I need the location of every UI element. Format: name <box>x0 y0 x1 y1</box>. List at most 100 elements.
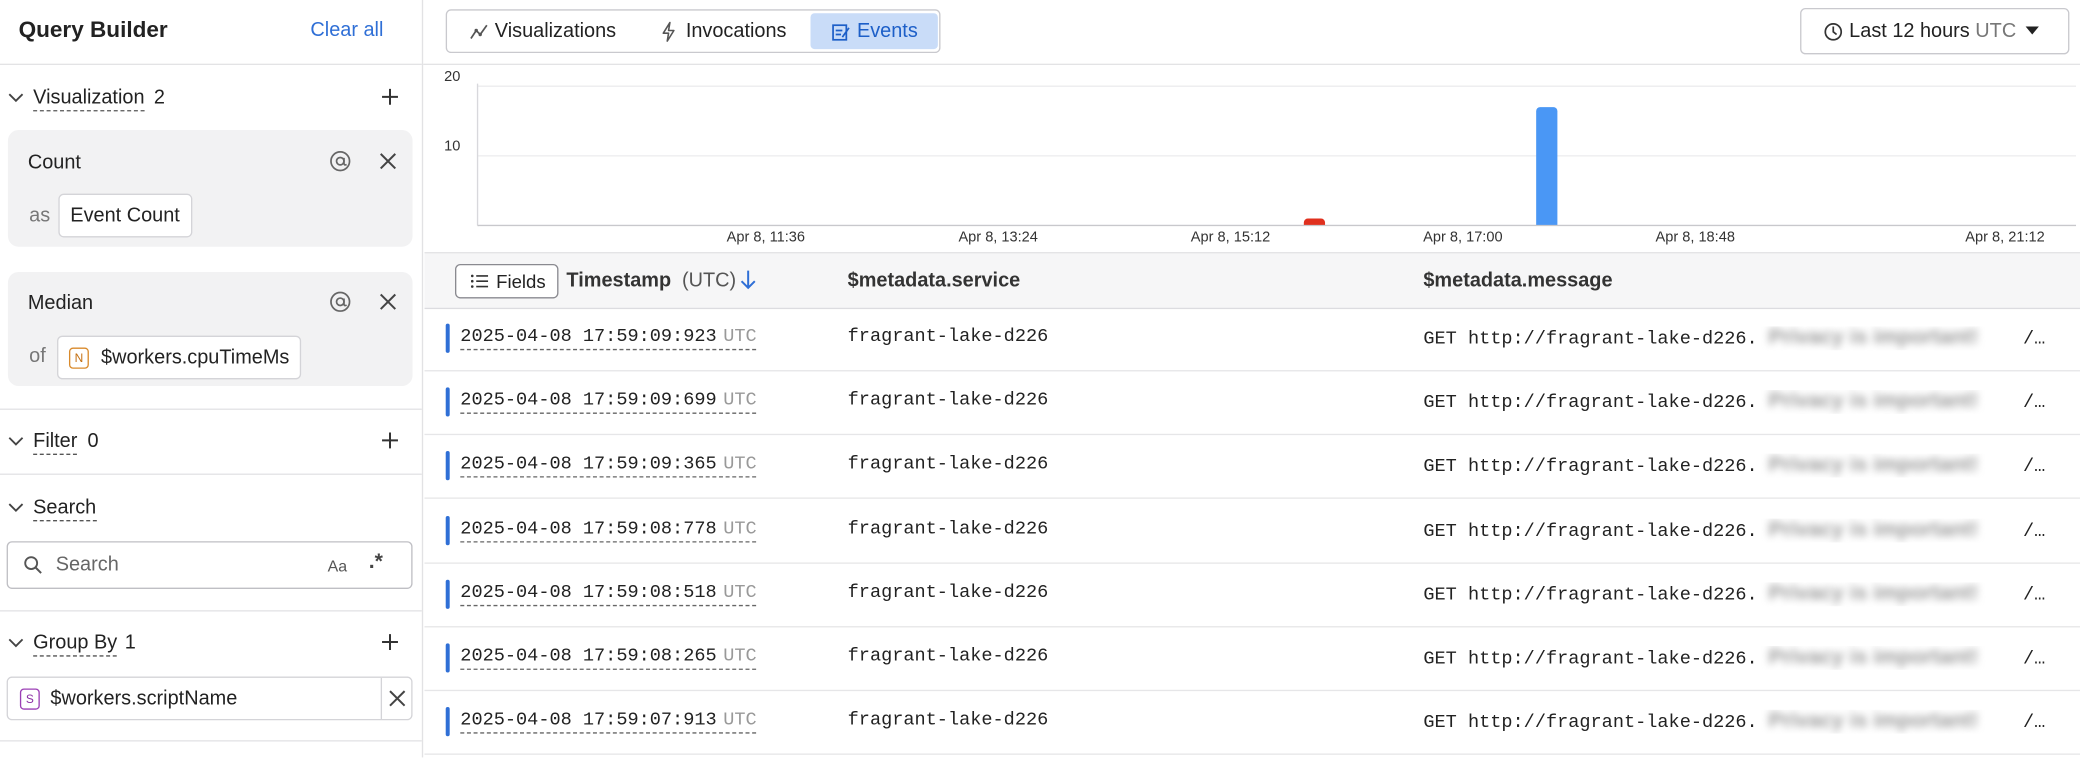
tab-label: Events <box>856 19 918 43</box>
timezone: UTC <box>1975 19 2017 43</box>
function: Count <box>27 151 81 174</box>
label: Fields <box>496 270 546 292</box>
message-suffix: /… <box>2023 520 2046 543</box>
type-badge: S <box>19 688 40 710</box>
message-text: GET http://fragrant-lake-d226. <box>1423 456 1758 479</box>
redacted: Privacy is important! <box>1768 582 1979 605</box>
x-tick-label: Apr 8, 13:24 <box>958 229 1037 245</box>
message-suffix: /… <box>2023 456 2046 479</box>
chevron[interactable] <box>8 434 24 450</box>
table-row[interactable]: 2025-04-08 17:59:07:913 UTC fragrant-lake-… <box>424 690 2080 756</box>
label: Timestamp <box>566 269 672 292</box>
divider <box>0 408 422 410</box>
remove-button[interactable] <box>379 293 397 310</box>
joiner: of <box>29 344 46 368</box>
time: 2025-04-08 17:59:09:699 <box>460 390 717 412</box>
section-label: Search <box>33 496 97 522</box>
clear-all[interactable]: Clear all <box>310 18 384 42</box>
service: fragrant-lake-d226 <box>847 390 1049 412</box>
service: fragrant-lake-d226 <box>847 454 1049 476</box>
chevron[interactable] <box>8 90 24 106</box>
message: GET http://fragrant-lake-d226. Privacy is… <box>1423 646 2046 670</box>
column-header[interactable]: Timestamp (UTC) <box>566 269 736 293</box>
table-row[interactable]: 2025-04-08 17:59:09:923 UTC fragrant-lake-… <box>424 306 2080 372</box>
service: fragrant-lake-d226 <box>847 326 1049 348</box>
table-row[interactable]: 2025-04-08 17:59:09:699 UTC fragrant-lake-… <box>424 370 2080 436</box>
add-button[interactable] <box>381 88 400 107</box>
message-suffix: /… <box>2023 392 2046 415</box>
time-range-picker[interactable]: Last 12 hours UTC <box>1800 7 2070 55</box>
timestamp: 2025-04-08 17:59:08:518 UTC <box>460 582 757 606</box>
timestamp: 2025-04-08 17:59:08:265 UTC <box>460 646 757 670</box>
tab[interactable]: Events <box>810 13 938 50</box>
level-indicator <box>445 387 450 417</box>
message: GET http://fragrant-lake-d226. Privacy is… <box>1423 390 2046 414</box>
section-label: Filter <box>33 429 77 455</box>
x-tick-label: Apr 8, 15:12 <box>1191 229 1270 245</box>
level-indicator <box>445 707 450 737</box>
level-indicator <box>445 643 450 673</box>
table-row[interactable]: 2025-04-08 17:59:08:518 UTC fragrant-lake-… <box>424 562 2080 628</box>
x-axis-cover <box>478 225 2078 231</box>
time: 2025-04-08 17:59:08:778 <box>460 518 717 540</box>
x-tick-label: Apr 8, 11:36 <box>727 229 805 245</box>
chevron[interactable] <box>8 500 24 516</box>
table-row[interactable]: 2025-04-08 17:59:08:778 UTC fragrant-lake-… <box>424 498 2080 564</box>
separator <box>380 677 383 719</box>
section-label: Group By <box>33 631 118 657</box>
add-button[interactable] <box>381 633 400 652</box>
field-input[interactable]: N $workers.cpuTimeMs <box>57 335 302 380</box>
tab[interactable]: Visualizations <box>450 13 633 49</box>
timestamp: 2025-04-08 17:59:09:699 UTC <box>460 390 757 415</box>
timestamp: 2025-04-08 17:59:08:778 UTC <box>460 518 757 543</box>
redacted: Privacy is important! <box>1768 454 1979 477</box>
sort-icon[interactable] <box>740 269 756 290</box>
message-suffix: /… <box>2023 712 2046 734</box>
label: Visualization <box>33 86 145 112</box>
range-label: Last 12 hours <box>1849 19 1970 43</box>
caret <box>2025 26 2039 35</box>
message: GET http://fragrant-lake-d226. Privacy is… <box>1423 454 2046 478</box>
remove-button[interactable] <box>379 153 397 170</box>
timezone: UTC <box>723 582 757 604</box>
histogram: 10 20 Apr 8, 11:36 Apr 8, 13:24 Apr 8, 15:12… <box>444 69 2078 245</box>
timezone: UTC <box>723 646 757 668</box>
group-by-input[interactable]: S $workers.scriptName <box>6 676 413 721</box>
message: GET http://fragrant-lake-d226. Privacy is… <box>1423 326 2046 350</box>
alias-input[interactable]: Event Count <box>58 193 192 238</box>
y-tick-label: 20 <box>444 69 460 85</box>
sidebar: Query Builder Clear all Visualization 2 … <box>0 0 424 758</box>
column-header[interactable]: $metadata.message <box>1423 269 1613 292</box>
alias-button[interactable] <box>329 150 352 173</box>
redacted: Privacy is important! <box>1768 326 1979 349</box>
count: 2 <box>153 86 165 109</box>
x-tick-label: Apr 8, 21:12 <box>1965 229 2044 245</box>
table-header: Fields Timestamp (UTC) $metadata.service… <box>424 252 2080 310</box>
level-indicator <box>445 451 450 481</box>
regex[interactable]: .* <box>368 550 383 574</box>
chevron[interactable] <box>8 635 24 651</box>
divider <box>0 610 422 612</box>
redacted: Privacy is important! <box>1768 518 1979 541</box>
label: Filter <box>33 429 77 455</box>
timezone: UTC <box>723 390 757 412</box>
table-row[interactable]: 2025-04-08 17:59:09:365 UTC fragrant-lake-… <box>424 434 2080 500</box>
type-badge: N <box>68 347 89 369</box>
time: 2025-04-08 17:59:09:365 <box>460 454 717 476</box>
match-case[interactable]: Aa <box>327 557 348 576</box>
alias-button[interactable] <box>329 291 352 314</box>
search-input[interactable]: Search Aa .* <box>6 541 413 589</box>
level-indicator <box>445 323 450 353</box>
column-header[interactable]: $metadata.service <box>847 269 1021 292</box>
search-icon <box>24 556 42 574</box>
time: 2025-04-08 17:59:09:923 <box>460 326 717 348</box>
fields-button[interactable]: Fields <box>454 263 559 299</box>
timezone: UTC <box>723 518 757 540</box>
add-button[interactable] <box>381 431 400 450</box>
remove-button[interactable] <box>389 690 406 707</box>
message: GET http://fragrant-lake-d226. Privacy is… <box>1423 710 2046 734</box>
table-row[interactable]: 2025-04-08 17:59:08:265 UTC fragrant-lake-… <box>424 626 2080 692</box>
tab[interactable]: Invocations <box>641 13 805 49</box>
message-suffix: /… <box>2023 648 2046 670</box>
